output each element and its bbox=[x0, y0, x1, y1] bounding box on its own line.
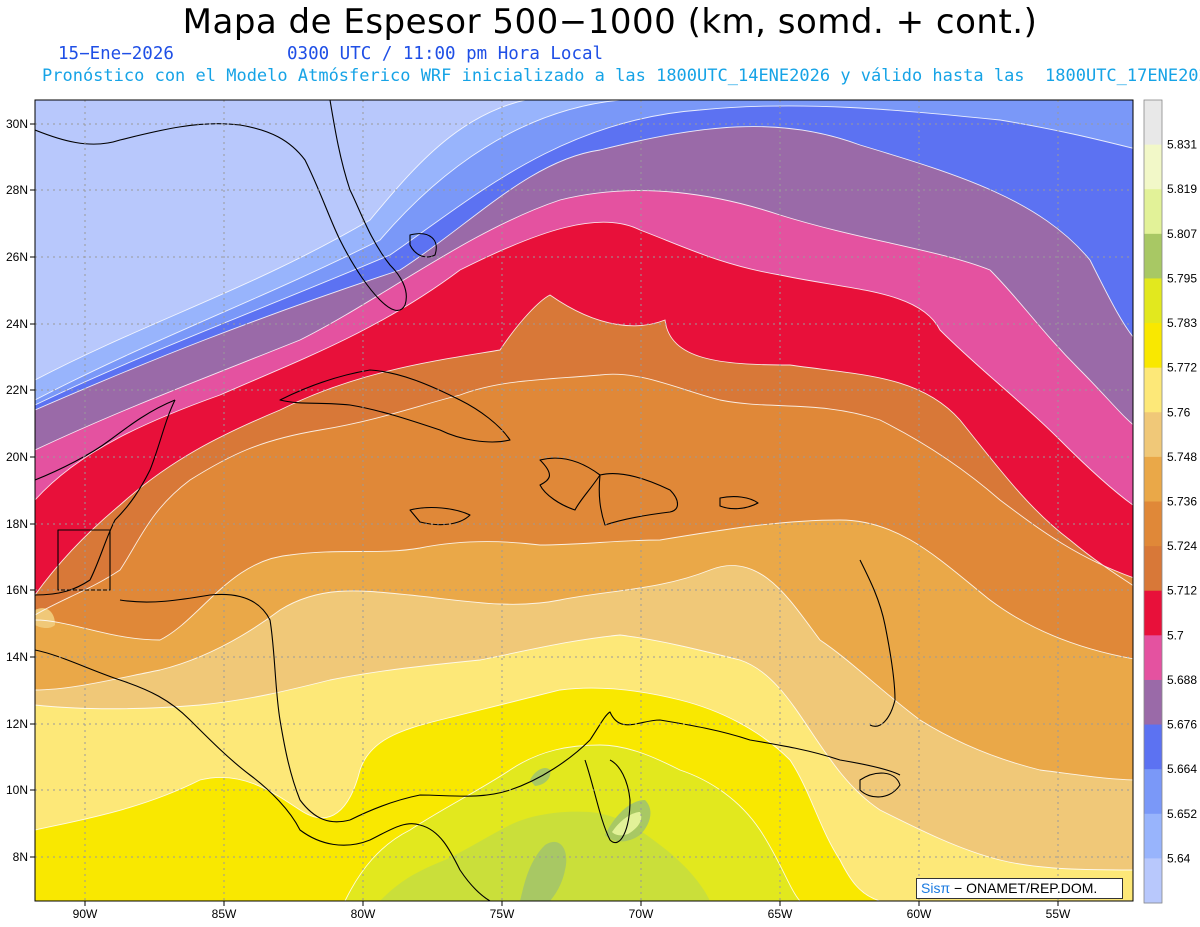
lon-labels: 90W 85W 80W 75W 70W 65W 60W 55W bbox=[73, 907, 1071, 921]
colorbar-swatch bbox=[1144, 456, 1162, 502]
colorbar-label: 5.664 bbox=[1167, 762, 1197, 776]
florida-coast bbox=[35, 100, 407, 311]
lesser-antilles bbox=[859, 559, 896, 727]
lat-label: 22N bbox=[6, 383, 28, 397]
lat-label: 18N bbox=[6, 517, 28, 531]
sispi-logo: Sisπ bbox=[921, 880, 951, 896]
lat-label: 10N bbox=[6, 783, 28, 797]
lon-label: 90W bbox=[73, 907, 98, 921]
colorbar-swatch bbox=[1144, 278, 1162, 324]
lat-labels: 30N 28N 26N 24N 22N 20N 18N 16N 14N 12N … bbox=[6, 117, 28, 864]
lon-label: 75W bbox=[490, 907, 515, 921]
colorbar-label: 5.652 bbox=[1167, 807, 1197, 821]
credit-box: Sisπ − ONAMET/REP.DOM. bbox=[916, 878, 1123, 899]
lon-label: 85W bbox=[212, 907, 237, 921]
colorbar-swatch bbox=[1144, 769, 1162, 815]
trinidad bbox=[859, 772, 901, 798]
colorbar-swatch bbox=[1144, 590, 1162, 636]
lat-label: 20N bbox=[6, 450, 28, 464]
colorbar-label: 5.7 bbox=[1167, 628, 1184, 642]
colorbar-swatch bbox=[1144, 323, 1162, 369]
lat-label: 24N bbox=[6, 317, 28, 331]
puerto-rico bbox=[719, 496, 759, 510]
forecast-time: 0300 UTC / 11:00 pm Hora Local bbox=[287, 44, 604, 64]
colorbar-label: 5.783 bbox=[1167, 316, 1197, 330]
contour-fill bbox=[35, 100, 1133, 901]
haiti bbox=[539, 457, 601, 511]
colorbar-label: 5.736 bbox=[1167, 495, 1197, 509]
colorbar-label: 5.64 bbox=[1167, 851, 1191, 865]
colorbar-swatch bbox=[1144, 858, 1162, 904]
lon-label: 70W bbox=[629, 907, 654, 921]
colorbar-swatch bbox=[1144, 813, 1162, 859]
band-5807 bbox=[520, 841, 567, 901]
colorbar-swatch bbox=[1144, 144, 1162, 190]
colorbar-swatch bbox=[1144, 724, 1162, 770]
credit-org: − ONAMET/REP.DOM. bbox=[954, 880, 1098, 896]
band-5819 bbox=[612, 812, 642, 836]
colorbar-swatch bbox=[1144, 189, 1162, 235]
lat-label: 26N bbox=[6, 250, 28, 264]
map-title: Mapa de Espesor 500−1000 (km, somd. + co… bbox=[182, 2, 1038, 42]
contour-lines bbox=[35, 100, 1133, 901]
lon-label: 55W bbox=[1046, 907, 1071, 921]
belize-border bbox=[57, 529, 111, 591]
central-america-pacific bbox=[35, 649, 491, 901]
cuba bbox=[279, 369, 511, 443]
lat-label: 28N bbox=[6, 183, 28, 197]
plot-frame bbox=[34, 99, 1134, 902]
lat-label: 16N bbox=[6, 583, 28, 597]
graticule bbox=[35, 100, 1133, 901]
maracaibo bbox=[584, 759, 631, 843]
central-america-caribbean bbox=[119, 593, 351, 823]
colorbar-label: 5.712 bbox=[1167, 584, 1197, 598]
colorbar-swatch bbox=[1144, 412, 1162, 458]
colorbar-swatch bbox=[1144, 233, 1162, 279]
coastlines bbox=[35, 100, 901, 901]
colorbar-label: 5.807 bbox=[1167, 227, 1197, 241]
lon-label: 80W bbox=[351, 907, 376, 921]
colorbar-swatch bbox=[1144, 367, 1162, 413]
gulf-coast bbox=[35, 399, 176, 481]
colorbar-swatch bbox=[1144, 679, 1162, 726]
colorbar: 5.831 5.819 5.807 5.795 5.783 5.772 5.76 5.748 5… bbox=[1143, 99, 1197, 904]
colorbar-label: 5.676 bbox=[1167, 718, 1197, 732]
lon-label: 60W bbox=[907, 907, 932, 921]
dominican-republic bbox=[598, 472, 679, 526]
lat-label: 14N bbox=[6, 650, 28, 664]
colorbar-label: 5.688 bbox=[1167, 673, 1197, 687]
colorbar-swatch bbox=[1144, 635, 1162, 681]
colorbar-label: 5.76 bbox=[1167, 405, 1191, 419]
colorbar-label: 5.748 bbox=[1167, 450, 1197, 464]
lon-label: 65W bbox=[768, 907, 793, 921]
lat-label: 8N bbox=[13, 850, 28, 864]
south-america-coast bbox=[349, 711, 901, 821]
colorbar-label: 5.819 bbox=[1167, 182, 1197, 196]
tick-marks bbox=[30, 123, 1059, 906]
lat-label: 30N bbox=[6, 117, 28, 131]
colorbar-label: 5.772 bbox=[1167, 361, 1197, 375]
colorbar-label: 5.831 bbox=[1167, 138, 1197, 152]
lat-label: 12N bbox=[6, 717, 28, 731]
colorbar-frame bbox=[1143, 99, 1163, 904]
colorbar-swatch bbox=[1144, 501, 1162, 547]
bahamas bbox=[409, 233, 437, 258]
colorbar-swatch bbox=[1144, 100, 1162, 146]
band-5760b bbox=[35, 608, 55, 629]
colorbar-swatch bbox=[1144, 546, 1162, 592]
forecast-date: 15−Ene−2026 bbox=[58, 44, 174, 64]
colorbar-label: 5.795 bbox=[1167, 271, 1197, 285]
yucatan-coast bbox=[35, 399, 176, 596]
colorbar-label: 5.724 bbox=[1167, 539, 1197, 553]
model-info: Pronóstico con el Modelo Atmósferico WRF… bbox=[42, 66, 1200, 86]
